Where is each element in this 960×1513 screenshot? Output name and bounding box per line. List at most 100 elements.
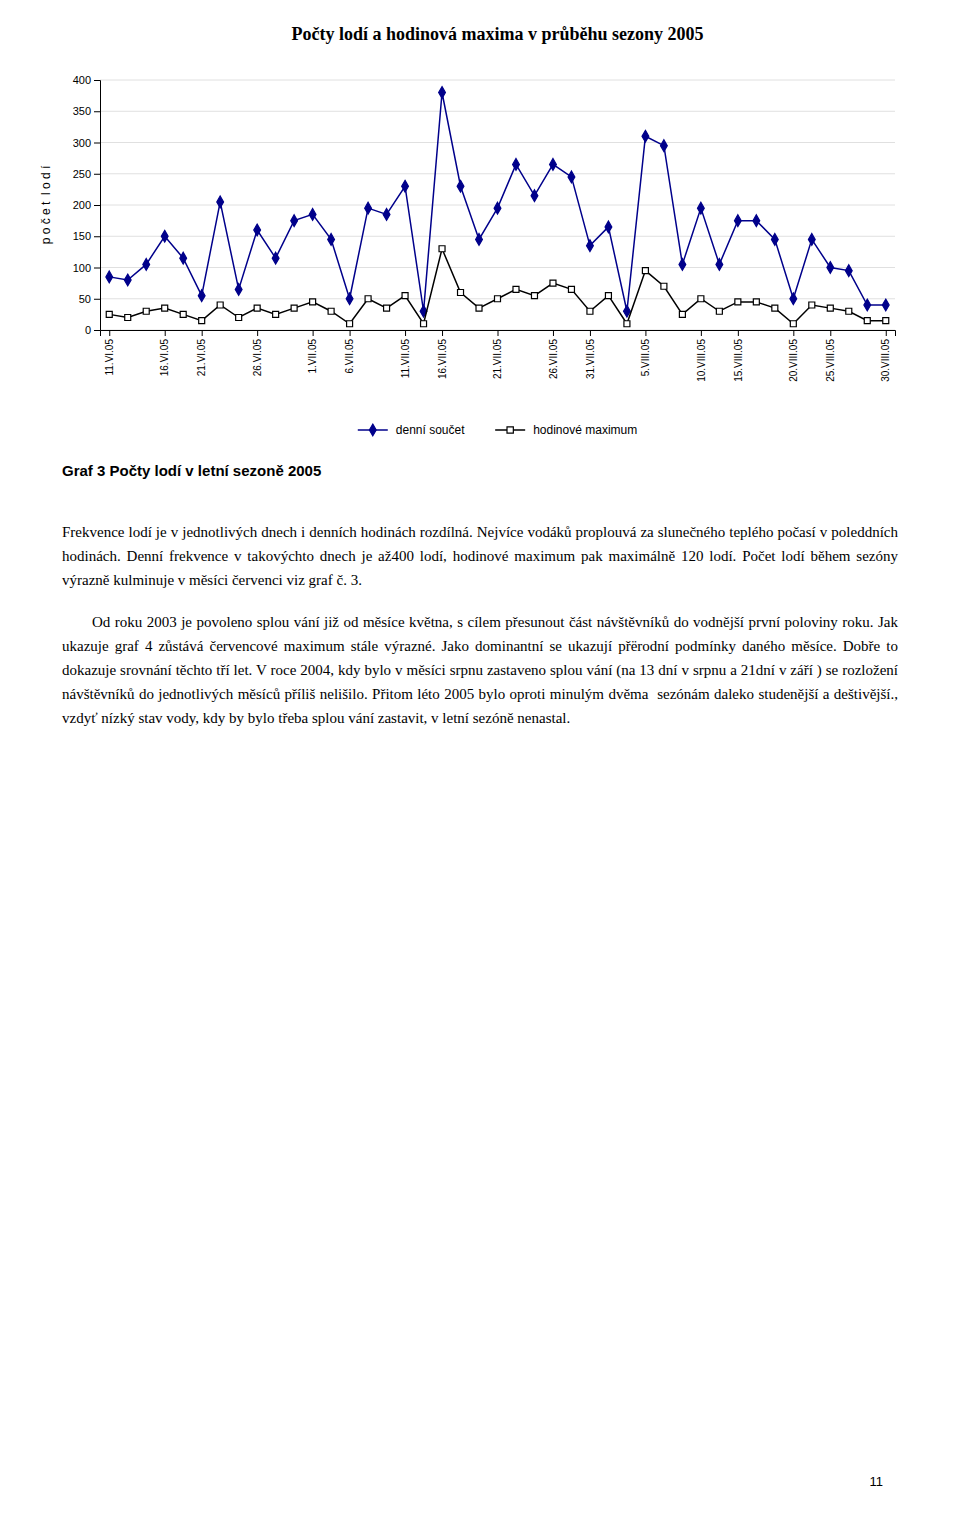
x-tick-label: 1.VII.05 (307, 339, 318, 374)
y-tick: 200 (73, 199, 100, 211)
x-tick: 21.VII.05 (492, 330, 503, 379)
y-tick-label: 250 (73, 168, 91, 180)
data-point (310, 299, 316, 305)
x-tick-label: 26.VII.05 (548, 339, 559, 379)
data-point (642, 268, 648, 274)
legend-marker (507, 427, 513, 433)
x-tick-label: 6.VII.05 (344, 339, 355, 374)
grid-line (100, 142, 895, 143)
data-point (124, 274, 131, 286)
data-point (716, 308, 722, 314)
y-tick-mark (94, 299, 100, 300)
data-point (660, 140, 667, 152)
y-tick-mark (94, 111, 100, 112)
data-point (550, 280, 556, 286)
x-tick: 16.VI.05 (159, 330, 170, 376)
data-point (494, 202, 501, 214)
data-point (882, 299, 889, 311)
x-tick-mark (405, 330, 406, 336)
data-point (143, 308, 149, 314)
x-tick-mark (313, 330, 314, 336)
data-point (125, 315, 131, 321)
data-point (161, 230, 168, 242)
data-point (254, 224, 261, 236)
plot: 05010015020025030035040011.VI.0516.VI.05… (73, 74, 896, 382)
data-point (642, 130, 649, 142)
x-tick-mark (590, 330, 591, 336)
y-tick: 0 (85, 324, 100, 336)
data-point (753, 215, 760, 227)
data-point (346, 293, 353, 305)
x-tick-label: 16.VI.05 (159, 339, 170, 377)
data-point (217, 302, 223, 308)
x-tick-label: 16.VII.05 (437, 339, 448, 379)
data-point (273, 311, 279, 317)
x-tick-label: 21.VII.05 (492, 339, 503, 379)
data-point (679, 311, 685, 317)
data-point (199, 318, 205, 324)
y-tick-label: 300 (73, 137, 91, 149)
x-tick-mark (498, 330, 499, 336)
data-point (809, 302, 815, 308)
x-tick: 10.VIII.05 (696, 330, 707, 382)
data-point (531, 190, 538, 202)
grid-line (100, 80, 895, 81)
x-tick-label: 11.VII.05 (400, 339, 411, 379)
data-point (513, 158, 520, 170)
data-point (162, 305, 168, 311)
data-point (568, 171, 575, 183)
data-point (254, 305, 260, 311)
data-point (753, 299, 759, 305)
data-point (864, 299, 871, 311)
grid-line (100, 267, 895, 268)
data-point (808, 233, 815, 245)
data-point (476, 305, 482, 311)
data-point (180, 311, 186, 317)
data-point (495, 296, 501, 302)
data-point (772, 305, 778, 311)
legend-label: denní součet (396, 423, 465, 437)
data-point (291, 305, 297, 311)
series-line (109, 249, 886, 324)
x-tick: 11.VII.05 (400, 330, 411, 378)
data-point (236, 315, 242, 321)
grid-line (100, 173, 895, 174)
x-tick: 21.VI.05 (196, 330, 207, 376)
data-point (439, 87, 446, 99)
data-point (402, 180, 409, 192)
data-point (402, 293, 408, 299)
x-tick: 25.VIII.05 (825, 330, 836, 382)
x-tick: 15.VIII.05 (733, 330, 744, 382)
chart-title: Počty lodí a hodinová maxima v průběhu s… (291, 24, 703, 44)
x-tick: 31.VII.05 (585, 330, 596, 379)
data-point (365, 296, 371, 302)
data-point (716, 258, 723, 270)
data-point (734, 215, 741, 227)
data-point (790, 293, 797, 305)
data-point (217, 196, 224, 208)
x-tick-mark (202, 330, 203, 336)
x-tick-mark (738, 330, 739, 336)
x-tick-label: 5.VIII.05 (640, 339, 651, 377)
x-tick-mark (553, 330, 554, 336)
data-point (827, 305, 833, 311)
data-point (458, 290, 464, 296)
y-tick-mark (94, 268, 100, 269)
data-point (550, 158, 557, 170)
y-tick-label: 400 (73, 74, 91, 86)
data-point (235, 283, 242, 295)
x-tick-label: 31.VII.05 (585, 339, 596, 379)
y-tick-label: 150 (73, 230, 91, 242)
data-point (457, 180, 464, 192)
page-number: 11 (870, 1474, 884, 1489)
y-tick-mark (94, 174, 100, 175)
data-point (347, 321, 353, 327)
y-axis: 050100150200250300350400 (73, 74, 101, 336)
legend-item: denní součet (358, 423, 465, 437)
x-tick-mark (165, 330, 166, 336)
x-tick-label: 25.VIII.05 (825, 339, 836, 382)
x-tick-mark (830, 330, 831, 336)
x-tick-mark (886, 330, 887, 336)
marks (106, 87, 889, 327)
legend-item: hodinové maximum (495, 423, 637, 437)
